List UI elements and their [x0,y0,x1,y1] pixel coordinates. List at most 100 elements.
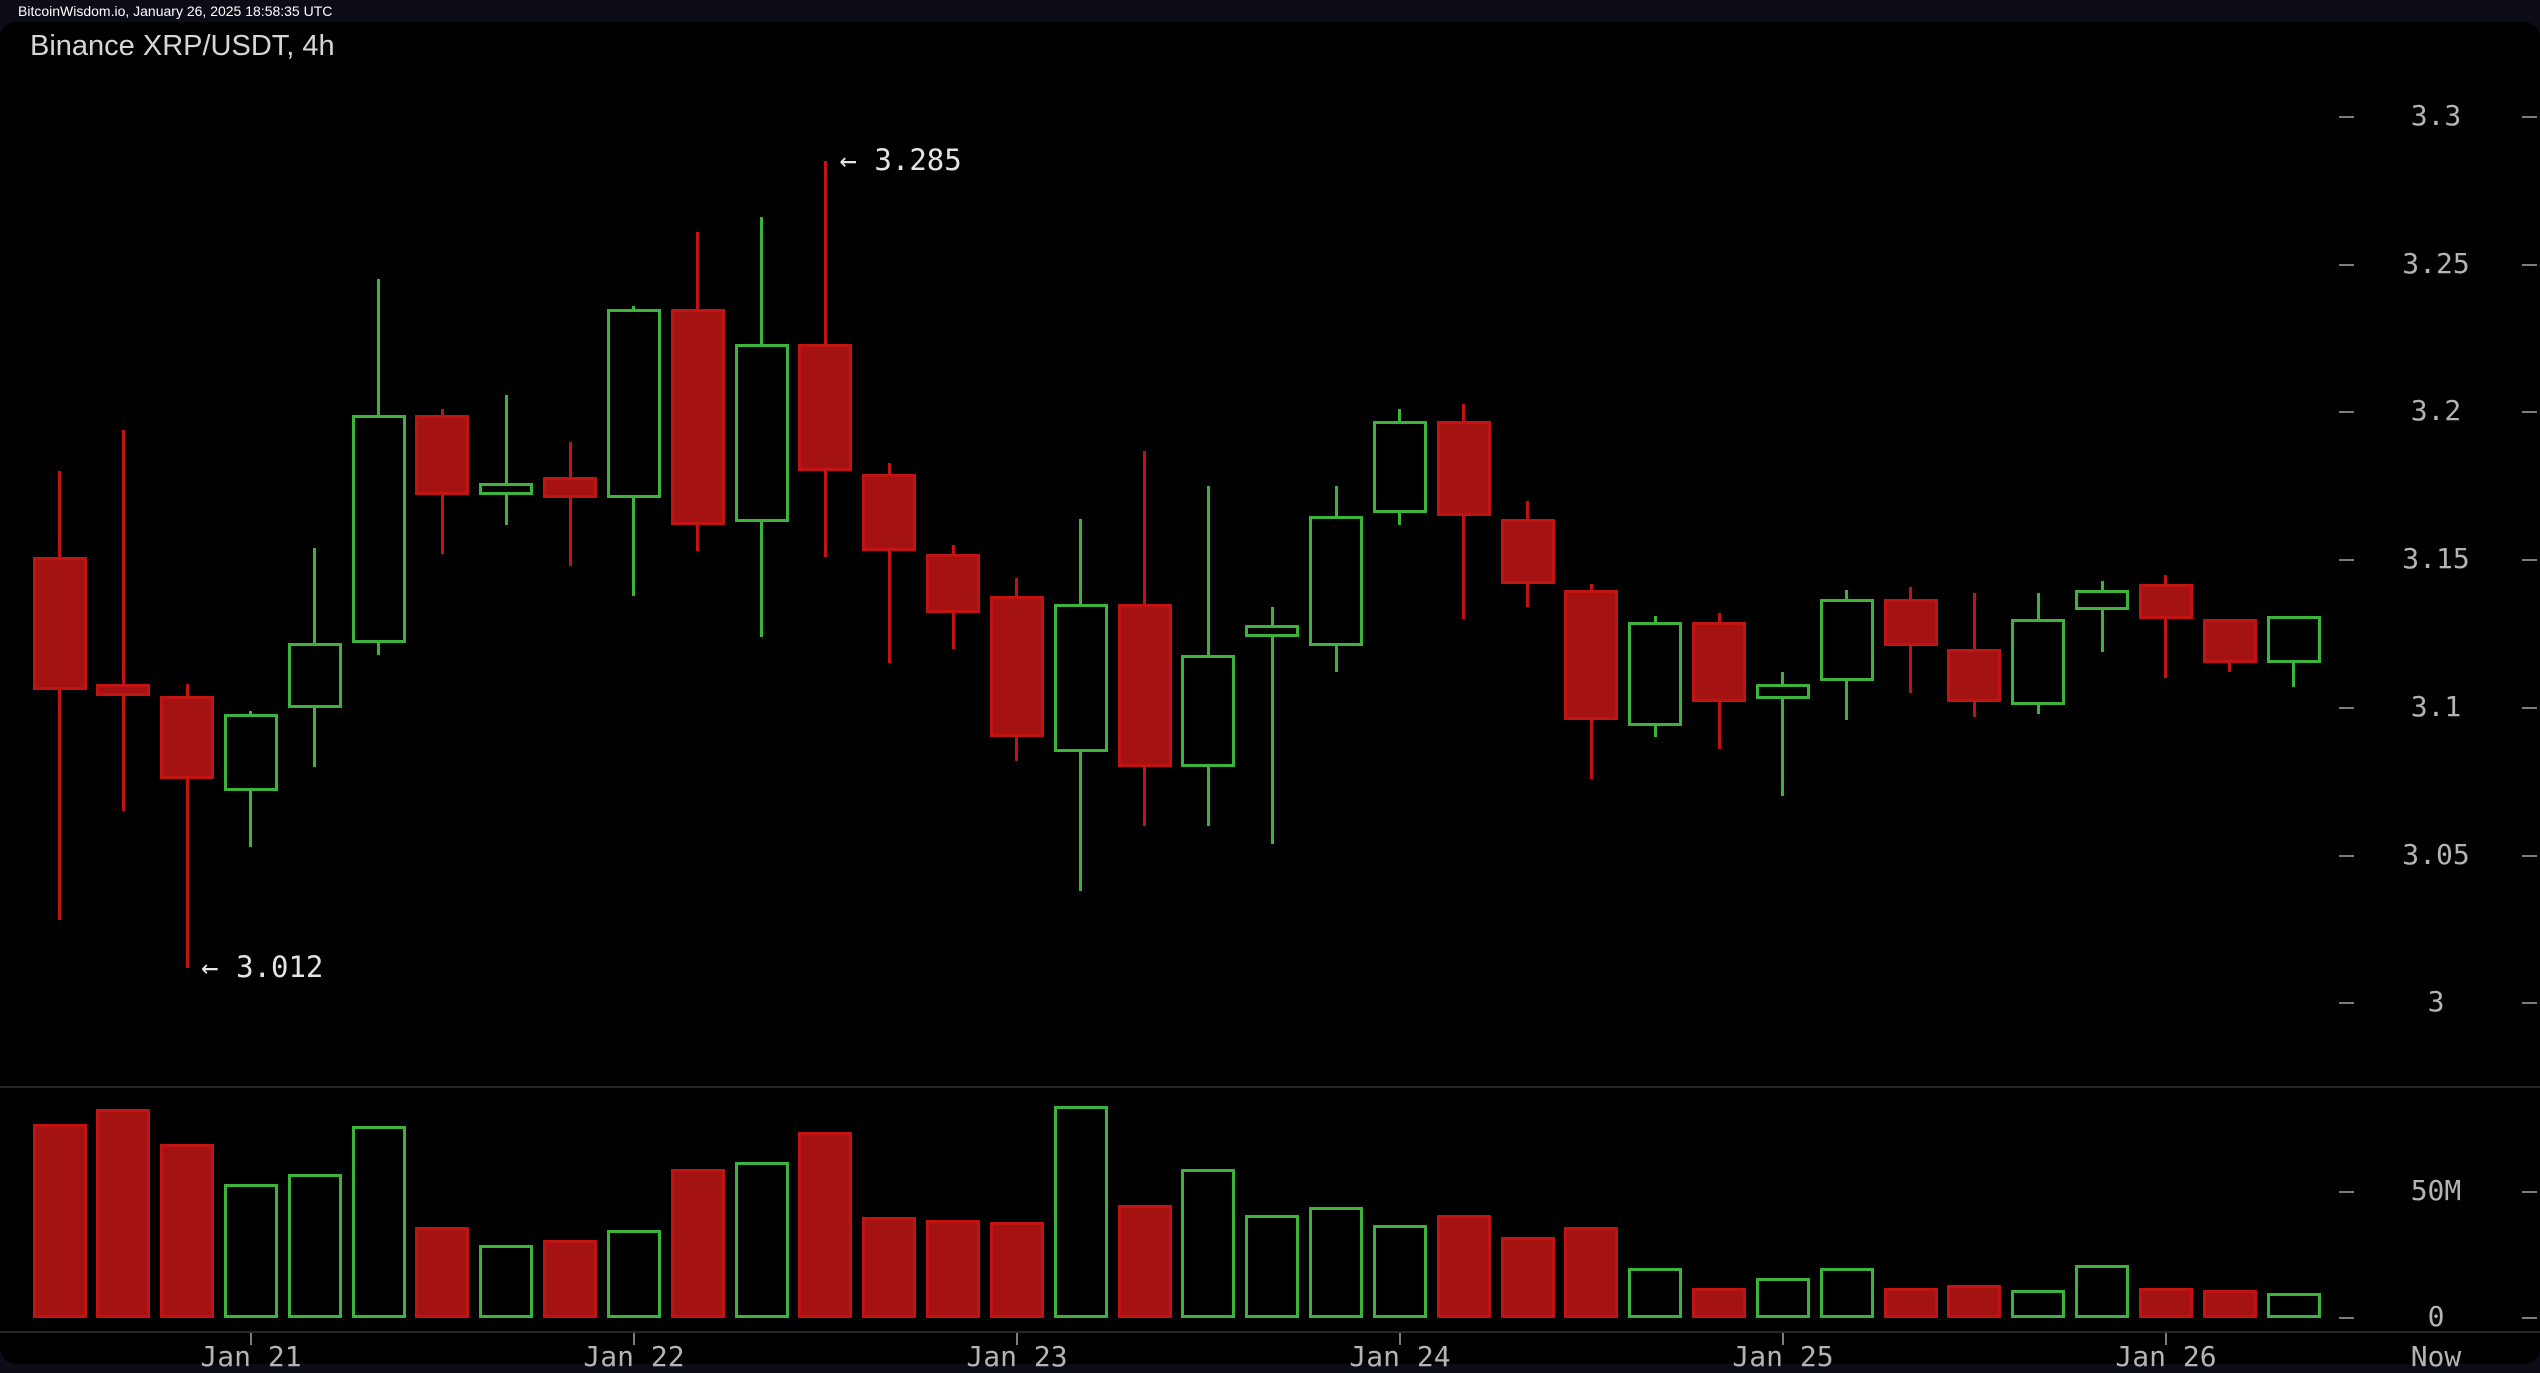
time-tick-label: Jan 22 [583,1340,685,1373]
volume-bar[interactable] [1372,1224,1427,1318]
volume-bar[interactable] [1181,1169,1236,1318]
axis-tick-label: 3 [2427,985,2445,1019]
volume-bar[interactable] [160,1144,215,1318]
volume-bar[interactable] [862,1217,917,1318]
volume-bar[interactable] [1245,1214,1300,1318]
volume-bar[interactable] [1564,1227,1619,1318]
candle-body [2011,619,2066,705]
volume-bar[interactable] [351,1126,406,1318]
axis-tick-left [2339,116,2354,118]
volume-bar[interactable] [1947,1285,2002,1318]
volume-bar[interactable] [2266,1292,2321,1318]
volume-bar[interactable] [415,1227,470,1318]
time-tick [1015,1332,1018,1345]
candle-body [1372,421,1427,513]
axis-tick-right [2522,263,2537,266]
time-tick [1398,1332,1401,1345]
volume-bar[interactable] [543,1239,598,1318]
volume-bar[interactable] [1755,1277,1810,1318]
volume-bar[interactable] [989,1222,1044,1318]
candle-body [287,642,342,708]
candle-body [32,557,87,691]
candle-body [1053,604,1108,753]
candle-wick [2164,574,2168,679]
axis-tick-label: 3.15 [2402,542,2470,576]
axis-tick-label: 3.2 [2410,394,2462,428]
volume-bar[interactable] [287,1174,342,1318]
axis-tick-left [2339,706,2354,709]
chart-panel [0,22,2540,1364]
time-tick-label: Jan 24 [1349,1340,1451,1373]
candle-body [1181,654,1236,767]
axis-tick-label: 3.05 [2402,837,2470,871]
volume-bar[interactable] [1436,1214,1491,1318]
axis-tick-label: 3.1 [2410,689,2462,723]
axis-tick-left [2339,411,2354,414]
volume-bar[interactable] [1628,1267,1683,1318]
volume-bar[interactable] [1692,1287,1747,1318]
candle-body [415,415,470,496]
candle-body [160,695,215,779]
axis-tick-right [2522,1002,2537,1005]
time-tick [1781,1332,1784,1345]
candle-body [1883,598,1938,646]
candle-body [1564,589,1619,720]
axis-tick-right [2522,854,2537,857]
axis-tick-label: 3.25 [2402,246,2470,280]
volume-bar[interactable] [1117,1204,1172,1318]
volume-bar[interactable] [2011,1290,2066,1318]
time-tick [2164,1332,2167,1345]
volume-bar[interactable] [2075,1265,2130,1318]
candle-body [1117,604,1172,767]
candle-wick [185,684,189,968]
volume-bar[interactable] [479,1244,534,1318]
volume-bar[interactable] [1883,1287,1938,1318]
candle-wick [58,471,61,921]
axis-tick-right [2522,1317,2537,1319]
candle-body [1436,421,1491,516]
volume-bar[interactable] [1819,1267,1874,1318]
candle-body [2138,583,2193,620]
volume-bar[interactable] [926,1219,981,1318]
candle-body [1692,622,1747,702]
time-tick-label: Jan 25 [1732,1340,1834,1373]
candle-wick [568,441,572,566]
axis-tick-left [2339,854,2354,857]
candle-body [989,595,1044,738]
volume-bar[interactable] [1309,1207,1364,1318]
candle-body [734,344,789,522]
volume-bar[interactable] [798,1131,853,1318]
axis-tick-left [2339,1317,2354,1319]
axis-tick-left [2339,559,2354,562]
volume-bar[interactable] [2202,1290,2257,1318]
candle-body [1947,648,2002,702]
candle-body [2266,616,2321,664]
volume-bar[interactable] [1500,1237,1555,1318]
time-tick-label: Jan 21 [200,1340,302,1373]
volume-bar[interactable] [1053,1106,1108,1318]
volume-bar[interactable] [96,1108,151,1318]
axis-tick-label: 0 [2427,1300,2445,1333]
axis-tick-right [2522,1191,2537,1193]
axis-tick-label: 50M [2410,1174,2462,1207]
volume-bar[interactable] [32,1123,87,1318]
candle-body [351,415,406,643]
volume-bar[interactable] [734,1161,789,1318]
candle-body [1819,598,1874,682]
candle-body [223,713,278,791]
annotation-low: ← 3.012 [201,949,324,984]
pane-separator [0,1086,2540,1088]
axis-tick-right [2522,559,2537,562]
candle-wick [887,462,891,664]
time-tick-label: Jan 26 [2115,1340,2217,1373]
volume-bar[interactable] [2138,1287,2193,1318]
candle-body [479,483,534,496]
volume-bar[interactable] [606,1229,661,1318]
volume-bar[interactable] [670,1169,725,1318]
candle-wick [121,430,125,812]
volume-bar[interactable] [223,1184,278,1318]
candle-body [96,684,151,696]
axis-tick-right [2522,411,2537,414]
candle-body [543,477,598,499]
